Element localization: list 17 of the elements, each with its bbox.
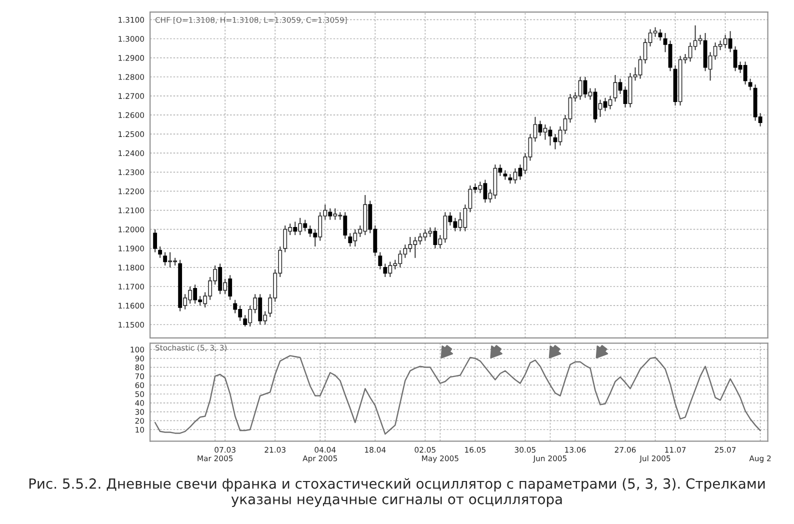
candlestick: [263, 310, 268, 326]
candlestick: [153, 228, 158, 253]
text: Рис. 5.5.2. Дневные свечи франка и стохастический осциллятор с параметрами (5, 3, 3). Стрелками указаны неудачные сигналы от осциллятора: [29, 478, 765, 508]
candlestick: [158, 246, 162, 258]
candlestick: [588, 88, 592, 100]
candlestick: [608, 95, 612, 110]
candlestick: [613, 74, 618, 102]
candlestick: [478, 181, 482, 194]
candlestick: [298, 217, 302, 236]
candlestick: [598, 99, 602, 118]
candlestick: [503, 170, 508, 180]
candlestick: [378, 252, 382, 270]
line-series: [154, 355, 761, 435]
candlestick: [748, 78, 752, 91]
candlestick: [223, 278, 228, 295]
candlestick: [543, 124, 548, 140]
candlestick: [513, 168, 518, 184]
